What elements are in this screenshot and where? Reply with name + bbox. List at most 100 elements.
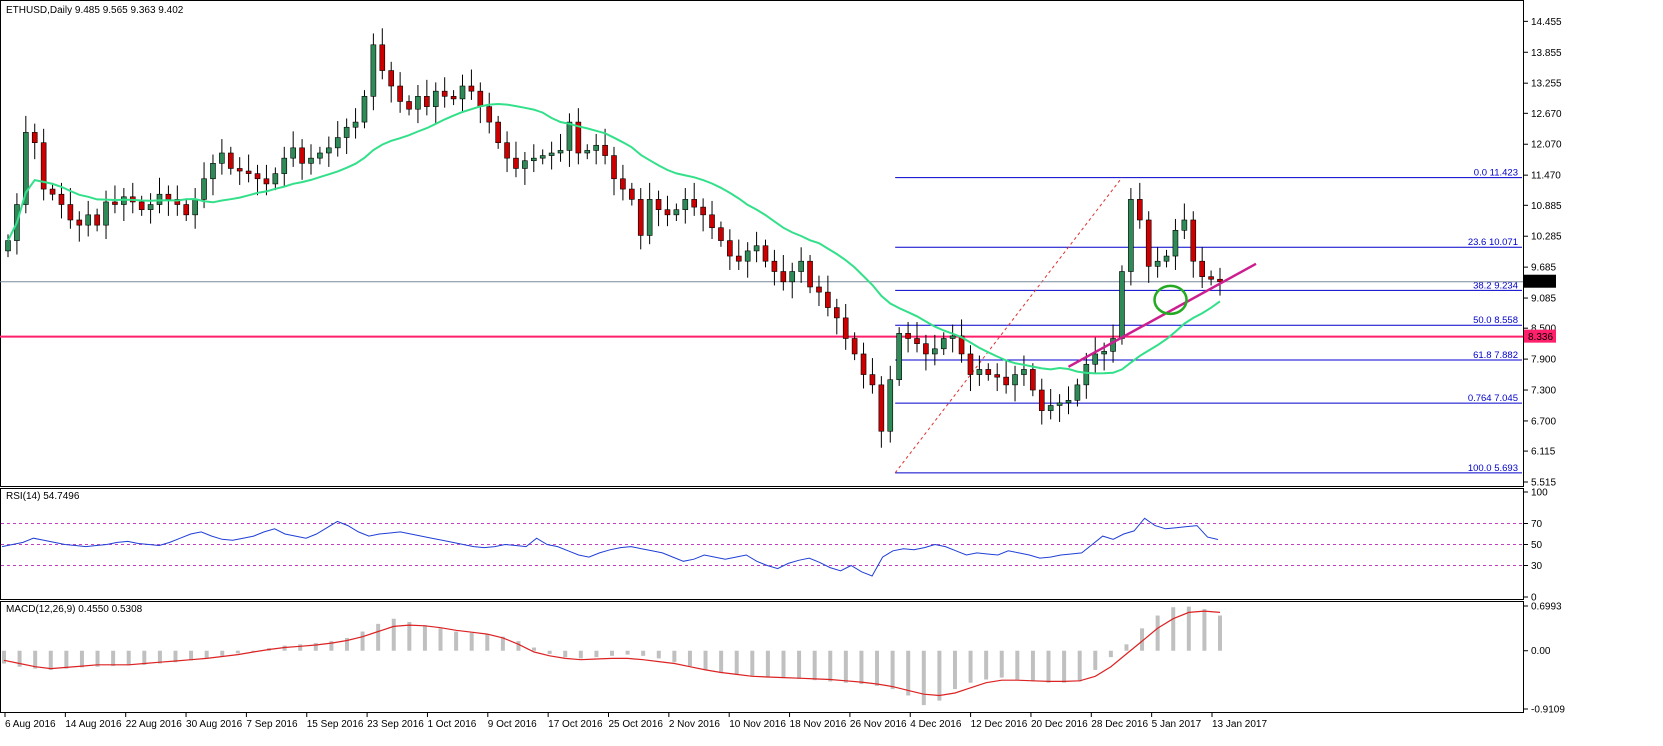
horizontal-level: 8.336 9.402	[0, 274, 1556, 343]
candle-body	[272, 173, 279, 185]
fib-level-label: 0.764 7.045	[1468, 393, 1518, 404]
macd-bar	[111, 650, 116, 667]
candle-body	[1012, 374, 1018, 386]
candle-body	[468, 85, 475, 92]
candle-body	[1056, 402, 1063, 406]
support-circle	[1153, 284, 1188, 316]
x-tick-label: 22 Aug 2016	[126, 719, 183, 730]
candle-body	[40, 142, 47, 190]
price-tick-label: 14.455	[1531, 17, 1562, 28]
candle-body	[415, 96, 421, 110]
candle-body	[753, 245, 760, 252]
candle-body	[1199, 260, 1205, 277]
candle-body	[575, 121, 582, 154]
rsi-tick-label: 70	[1531, 519, 1543, 530]
candle-body	[49, 188, 56, 195]
candle-body	[308, 157, 314, 164]
candle-body	[932, 348, 938, 355]
candle-body	[816, 286, 822, 293]
macd-bar	[1093, 650, 1098, 670]
trend-line	[1067, 262, 1257, 368]
candle-body	[513, 157, 519, 169]
macd-bar	[1140, 628, 1145, 651]
candle-body	[807, 260, 813, 288]
macd-bar	[235, 650, 240, 654]
x-tick-label: 6 Aug 2016	[5, 719, 56, 730]
macd-tick-label: -0.9109	[1531, 705, 1565, 716]
macd-bar	[48, 650, 53, 670]
candle-body	[709, 214, 715, 229]
price-tick-label: 11.470	[1531, 171, 1561, 182]
price-tick-label: 7.900	[1531, 355, 1556, 366]
macd-bar	[578, 650, 583, 659]
macd-bar	[500, 636, 505, 651]
candle-body	[620, 178, 626, 190]
candle-body	[94, 214, 100, 226]
price-title: ETHUSD,Daily 9.485 9.565 9.363 9.402	[6, 5, 184, 16]
macd-bar	[1218, 615, 1222, 651]
candle-body	[361, 96, 368, 123]
macd-bar	[33, 650, 38, 669]
candle-body	[798, 260, 804, 272]
macd-bar	[1015, 650, 1020, 680]
x-tick-label: 5 Jan 2017	[1152, 719, 1202, 730]
macd-bar	[797, 650, 802, 679]
candle-body	[326, 147, 332, 154]
rsi-tick-label: 50	[1531, 540, 1543, 551]
macd-panel-frame	[0, 601, 1524, 713]
candle-body	[727, 240, 733, 257]
macd-bar	[734, 650, 739, 676]
x-tick-label: 7 Sep 2016	[246, 719, 298, 730]
price-tick-label: 6.115	[1531, 447, 1556, 458]
macd-bar	[313, 643, 318, 651]
macd-bar	[968, 650, 973, 683]
candle-body	[352, 121, 359, 128]
macd-bar	[189, 650, 194, 661]
macd-bar	[454, 631, 459, 651]
macd-bar	[485, 634, 490, 651]
macd-bar	[750, 650, 755, 677]
macd-bar	[656, 650, 661, 659]
candle-body	[103, 201, 109, 226]
rsi-indicator: 100 70 50 30 0	[1, 488, 1548, 604]
rsi-title: RSI(14) 54.7496	[6, 491, 80, 502]
candle-body	[878, 384, 885, 432]
candle-body	[174, 199, 181, 205]
macd-bar	[1124, 644, 1129, 651]
macd-bar	[703, 650, 708, 670]
candle-body	[789, 271, 796, 283]
candle-body	[691, 199, 698, 208]
candle-body	[263, 178, 270, 185]
macd-bar	[610, 650, 614, 656]
candle-body	[406, 101, 412, 110]
macd-bar	[875, 650, 880, 686]
candle-body	[459, 85, 466, 100]
candle-body	[192, 199, 198, 216]
macd-bar	[1046, 650, 1051, 683]
macd-bar	[812, 650, 817, 681]
candle-body	[673, 209, 680, 216]
candle-body	[887, 379, 894, 432]
level-price-tag	[1524, 329, 1556, 343]
macd-bar	[547, 650, 552, 654]
price-panel-frame	[0, 0, 1524, 487]
candle-body	[958, 335, 965, 355]
candle-body	[530, 157, 537, 162]
x-axis: 6 Aug 2016 14 Aug 2016 22 Aug 2016 30 Aug 2…	[4, 713, 1267, 730]
candle-body	[869, 374, 876, 386]
x-tick-label: 4 Dec 2016	[910, 719, 962, 730]
candle-body	[744, 250, 751, 262]
price-tick-label: 12.670	[1531, 109, 1562, 120]
price-tick-label: 8.500	[1531, 324, 1556, 335]
candle-body	[842, 317, 849, 339]
x-tick-label: 2 Nov 2016	[669, 719, 721, 730]
candlesticks	[5, 28, 1223, 448]
candle-body	[976, 369, 983, 375]
macd-bar	[2, 650, 6, 664]
candle-body	[584, 150, 591, 154]
price-tick-label: 9.685	[1531, 263, 1556, 274]
candle-body	[67, 204, 74, 221]
candle-body	[432, 90, 439, 107]
macd-bar	[142, 650, 147, 665]
price-tick-label: 12.070	[1531, 140, 1562, 151]
